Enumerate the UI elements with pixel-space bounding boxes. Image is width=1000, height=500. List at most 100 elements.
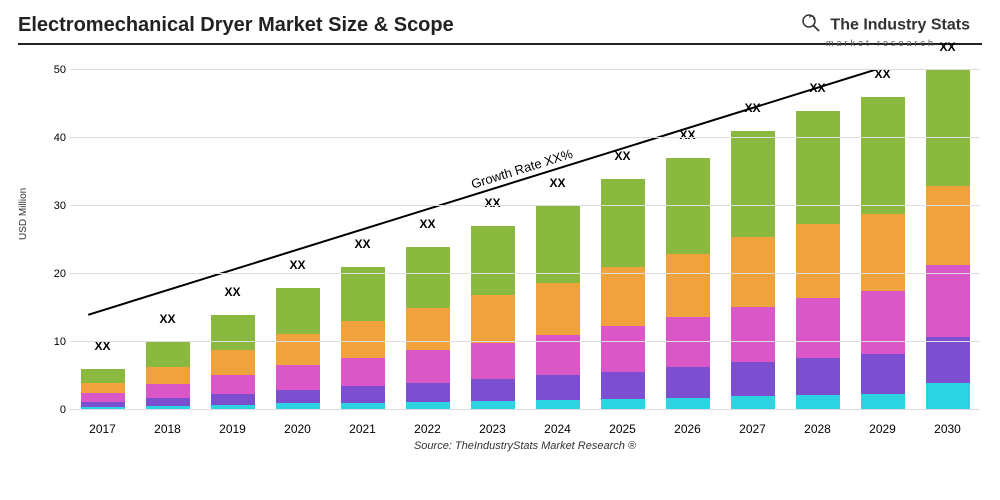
x-tick-label: 2030	[918, 422, 978, 436]
bar-value-label: XX	[614, 149, 630, 163]
bar-segment	[276, 288, 320, 334]
bar-value-label: XX	[419, 217, 435, 231]
x-tick-label: 2027	[723, 422, 783, 436]
x-tick-label: 2019	[203, 422, 263, 436]
bar-value-label: XX	[224, 285, 240, 299]
bar-stack	[666, 158, 710, 410]
bar-segment	[731, 307, 775, 363]
bar-column: XX	[268, 288, 328, 410]
bar-segment	[861, 97, 905, 214]
bar-segment	[861, 214, 905, 291]
bar-column: XX	[658, 158, 718, 410]
bar-segment	[731, 131, 775, 237]
bar-segment	[731, 237, 775, 306]
bar-column: XX	[203, 315, 263, 410]
bar-segment	[796, 358, 840, 395]
bar-segment	[536, 283, 580, 335]
bar-segment	[796, 224, 840, 297]
bar-segment	[926, 337, 970, 383]
logo-text-main: The Industry Stats	[800, 12, 970, 39]
bar-column: XX	[138, 342, 198, 410]
x-tick-label: 2020	[268, 422, 328, 436]
chart-container: Electromechanical Dryer Market Size & Sc…	[0, 0, 1000, 500]
bar-segment	[666, 158, 710, 253]
bar-stack	[796, 111, 840, 410]
gridline	[70, 69, 980, 70]
bar-segment	[861, 291, 905, 354]
bar-segment	[341, 386, 385, 402]
y-tick-label: 50	[36, 64, 66, 76]
bar-column: XX	[593, 179, 653, 410]
y-axis-label: USD Million	[18, 188, 29, 240]
bar-segment	[796, 111, 840, 225]
bar-segment	[601, 179, 645, 267]
bar-stack	[276, 288, 320, 410]
bar-segment	[341, 321, 385, 358]
plot-area: XXXXXXXXXXXXXXXXXXXXXXXXXXXX 20172018201…	[70, 70, 980, 450]
x-tick-label: 2026	[658, 422, 718, 436]
gridline	[70, 341, 980, 342]
bar-segment	[211, 375, 255, 394]
bar-value-label: XX	[744, 101, 760, 115]
y-tick-label: 0	[36, 404, 66, 416]
bar-column: XX	[398, 247, 458, 410]
gridline	[70, 205, 980, 206]
bar-segment	[341, 358, 385, 387]
bar-stack	[926, 70, 970, 410]
bar-value-label: XX	[549, 176, 565, 190]
bar-segment	[81, 383, 125, 393]
gridline	[70, 137, 980, 138]
x-tick-label: 2025	[593, 422, 653, 436]
bar-segment	[276, 334, 320, 365]
bar-segment	[81, 393, 125, 402]
bar-column: XX	[528, 206, 588, 410]
bar-stack	[471, 226, 515, 410]
bar-stack	[601, 179, 645, 410]
bar-segment	[926, 265, 970, 337]
bar-segment	[731, 362, 775, 396]
bar-segment	[926, 383, 970, 410]
bar-stack	[81, 369, 125, 410]
bar-segment	[536, 375, 580, 399]
bar-stack	[146, 342, 190, 410]
bar-segment	[796, 298, 840, 358]
bar-segment	[601, 372, 645, 399]
bar-value-label: XX	[809, 81, 825, 95]
x-tick-label: 2023	[463, 422, 523, 436]
bar-stack	[211, 315, 255, 410]
bar-segment	[926, 186, 970, 265]
bar-segment	[471, 295, 515, 343]
bar-value-label: XX	[354, 237, 370, 251]
bar-segment	[861, 394, 905, 410]
bar-stack	[861, 97, 905, 410]
x-tick-label: 2017	[73, 422, 133, 436]
bar-segment	[926, 70, 970, 186]
x-labels-group: 2017201820192020202120222023202420252026…	[70, 422, 980, 436]
bar-segment	[796, 395, 840, 410]
logo-line1-text: The Industry Stats	[830, 17, 970, 34]
bar-segment	[146, 384, 190, 398]
bar-column: XX	[333, 267, 393, 410]
bar-segment	[81, 369, 125, 383]
bar-stack	[536, 206, 580, 410]
x-tick-label: 2022	[398, 422, 458, 436]
bar-value-label: XX	[159, 312, 175, 326]
y-tick-label: 10	[36, 336, 66, 348]
bar-stack	[341, 267, 385, 410]
chart-area: XXXXXXXXXXXXXXXXXXXXXXXXXXXX 20172018201…	[70, 70, 980, 450]
bars-group: XXXXXXXXXXXXXXXXXXXXXXXXXXXX	[70, 70, 980, 410]
bar-segment	[536, 206, 580, 283]
y-tick-label: 30	[36, 200, 66, 212]
bar-segment	[276, 365, 320, 389]
bar-segment	[146, 398, 190, 406]
bar-segment	[471, 343, 515, 380]
bar-segment	[211, 394, 255, 405]
source-caption: Source: TheIndustryStats Market Research…	[70, 440, 980, 452]
bar-stack	[406, 247, 450, 410]
bar-column: XX	[853, 97, 913, 410]
bar-segment	[861, 354, 905, 394]
bar-segment	[666, 254, 710, 317]
bar-segment	[601, 267, 645, 325]
bar-value-label: XX	[679, 128, 695, 142]
bar-segment	[666, 367, 710, 398]
